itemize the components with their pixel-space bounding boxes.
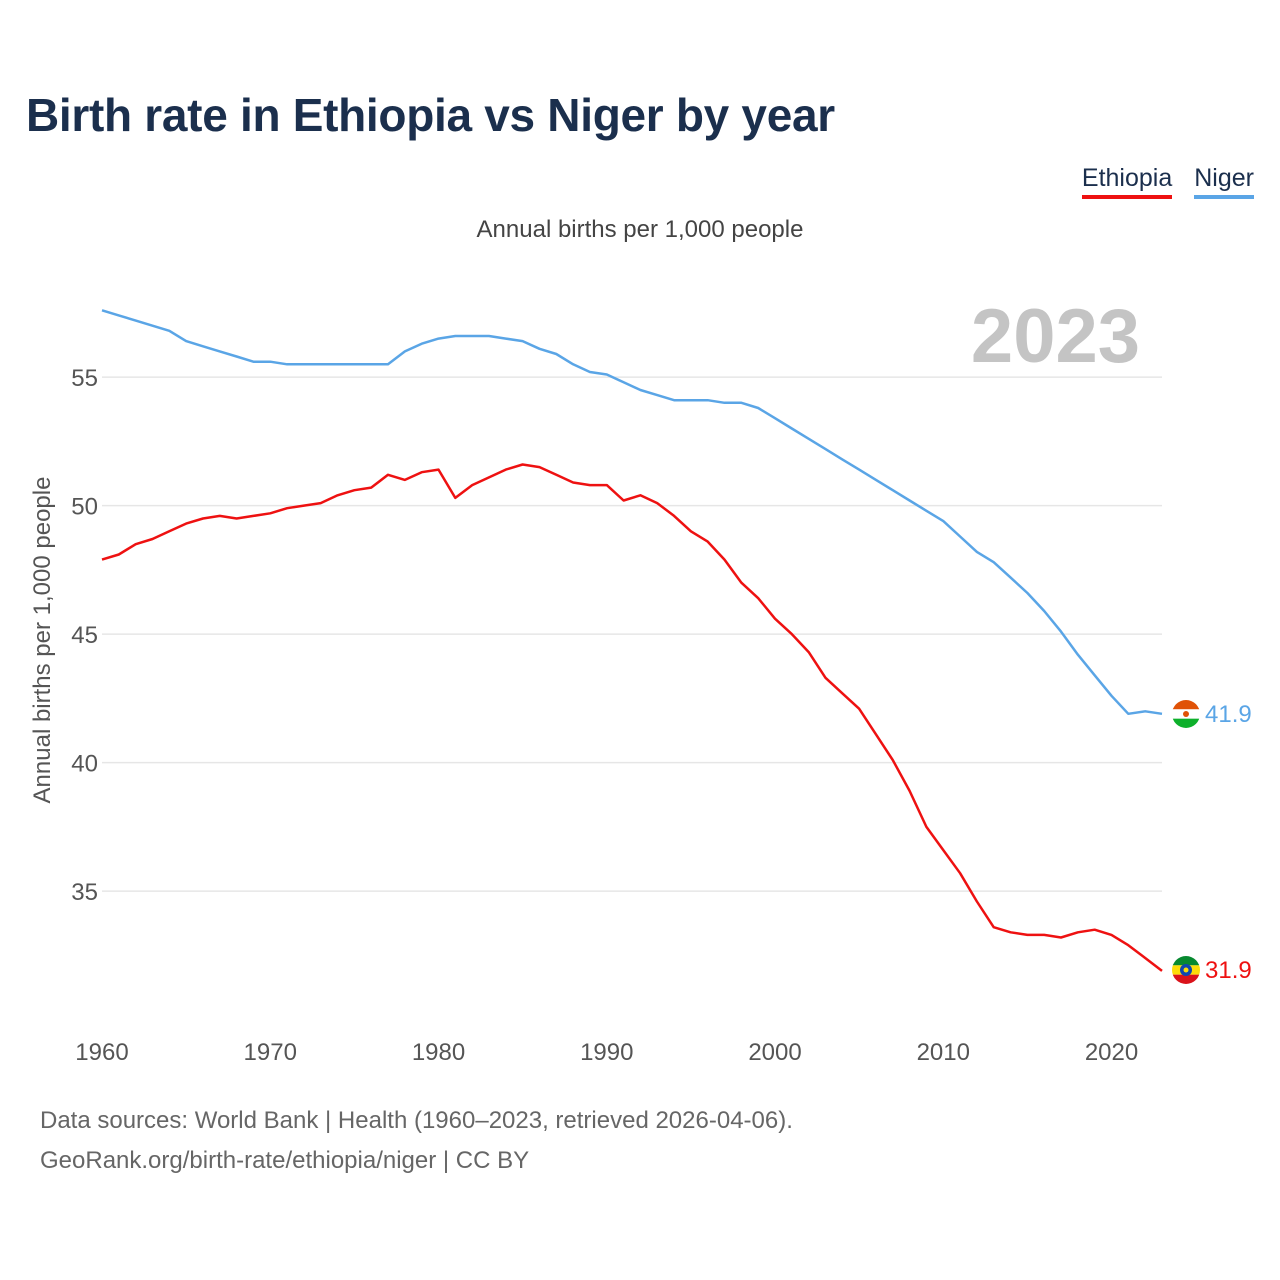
series-line-ethiopia bbox=[101, 463, 1163, 972]
x-tick-label: 2020 bbox=[1085, 1039, 1138, 1066]
series-lines bbox=[101, 309, 1163, 972]
footer-attribution: GeoRank.org/birth-rate/ethiopia/niger | … bbox=[40, 1147, 530, 1174]
chart-subtitle: Annual births per 1,000 people bbox=[476, 216, 804, 243]
y-tick-label: 45 bbox=[71, 622, 98, 649]
x-tick-label: 1980 bbox=[412, 1039, 465, 1066]
year-label: 2023 bbox=[971, 294, 1140, 379]
ethiopia-end-value-label: 31.9 bbox=[1205, 957, 1252, 984]
x-tick-label: 1970 bbox=[244, 1039, 297, 1066]
footer-sources: Data sources: World Bank | Health (1960–… bbox=[40, 1107, 793, 1134]
legend-item-ethiopia[interactable]: Ethiopia bbox=[1081, 164, 1173, 199]
x-tick-label: 1960 bbox=[75, 1039, 128, 1066]
y-tick-label: 35 bbox=[71, 879, 98, 906]
y-tick-label: 40 bbox=[71, 751, 98, 778]
y-tick-label: 55 bbox=[71, 365, 98, 392]
niger-end-value-label: 41.9 bbox=[1205, 701, 1252, 728]
legend-item-niger[interactable]: Niger bbox=[1194, 164, 1254, 199]
y-axis: 35 40 45 50 55 bbox=[71, 365, 98, 906]
x-tick-label: 2010 bbox=[917, 1039, 970, 1066]
y-axis-label: Annual births per 1,000 people bbox=[29, 477, 56, 804]
page-title: Birth rate in Ethiopia vs Niger by year bbox=[26, 89, 835, 141]
x-tick-label: 1990 bbox=[580, 1039, 633, 1066]
legend: Ethiopia Niger bbox=[1081, 164, 1254, 199]
niger-flag-icon bbox=[1172, 700, 1200, 728]
grid-lines bbox=[102, 376, 1162, 892]
x-axis: 1960 1970 1980 1990 2000 2010 2020 bbox=[75, 1039, 1138, 1066]
ethiopia-flag-icon bbox=[1172, 956, 1200, 984]
y-tick-label: 50 bbox=[71, 494, 98, 521]
x-tick-label: 2000 bbox=[748, 1039, 801, 1066]
series-line-niger bbox=[101, 309, 1163, 716]
